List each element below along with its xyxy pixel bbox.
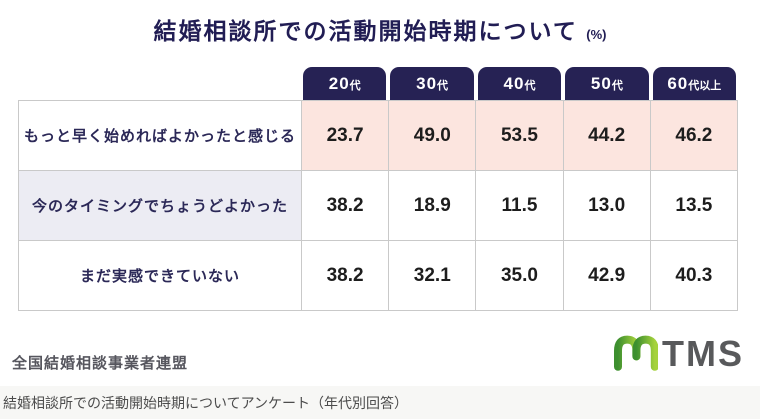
value-cell: 40.3 — [649, 240, 739, 311]
source-caption: 結婚相談所での活動開始時期についてアンケート（年代別回答） — [3, 394, 409, 411]
value-cell: 13.5 — [649, 170, 739, 241]
column-header-20s: 20 代 — [303, 67, 387, 100]
row-label: 今のタイミングでちょうどよかった — [18, 170, 302, 241]
tms-m-icon — [614, 335, 658, 371]
page-title-text: 結婚相談所での活動開始時期について — [153, 18, 578, 44]
value-cell: 53.5 — [475, 100, 564, 171]
tms-logo: TMS — [610, 330, 744, 378]
value-cell: 32.1 — [388, 240, 477, 311]
value-cell: 44.2 — [562, 100, 651, 171]
column-header-40s: 40 代 — [477, 67, 562, 100]
table-row-felt-should-start-earlier: もっと早く始めればよかったと感じる 23.7 49.0 53.5 44.2 46… — [18, 100, 739, 171]
value-cell: 38.2 — [300, 240, 390, 311]
value-cell: 49.0 — [388, 100, 477, 171]
row-label: まだ実感できていない — [18, 240, 302, 311]
survey-table: もっと早く始めればよかったと感じる 23.7 49.0 53.5 44.2 46… — [18, 100, 739, 311]
column-header-50s: 50 代 — [565, 67, 649, 100]
header-spacer — [18, 67, 301, 100]
column-header-suffix: 代 — [611, 80, 623, 92]
value-cell: 35.0 — [475, 240, 564, 311]
value-cell: 46.2 — [649, 100, 739, 171]
caption-band: 結婚相談所での活動開始時期についてアンケート（年代別回答） — [0, 386, 760, 419]
column-header-row: 20 代 30 代 40 代 50 代 60 代以上 — [18, 67, 738, 100]
page-title: 結婚相談所での活動開始時期について (%) — [0, 12, 760, 46]
title-unit: (%) — [586, 27, 607, 42]
table-row-timing-was-right: 今のタイミングでちょうどよかった 38.2 18.9 11.5 13.0 13.… — [18, 170, 739, 241]
column-header-num: 30 — [416, 73, 438, 93]
value-cell: 38.2 — [300, 170, 390, 241]
column-header-num: 40 — [503, 73, 525, 93]
column-header-suffix: 代 — [349, 80, 361, 92]
column-header-suffix: 代以上 — [688, 80, 722, 92]
column-header-num: 50 — [590, 73, 612, 93]
table-row-not-felt-yet: まだ実感できていない 38.2 32.1 35.0 42.9 40.3 — [18, 240, 739, 311]
row-label: もっと早く始めればよかったと感じる — [18, 100, 302, 171]
column-header-num: 60 — [667, 73, 689, 93]
organization-name: 全国結婚相談事業者連盟 — [12, 355, 189, 372]
value-cell: 18.9 — [388, 170, 477, 241]
column-header-30s: 30 代 — [390, 67, 474, 100]
tms-logo-text: TMS — [662, 333, 744, 374]
column-header-60s-plus: 60 代以上 — [652, 67, 736, 100]
value-cell: 42.9 — [562, 240, 651, 311]
column-header-suffix: 代 — [437, 80, 449, 92]
value-cell: 23.7 — [300, 100, 390, 171]
value-cell: 13.0 — [562, 170, 651, 241]
survey-table-area: 20 代 30 代 40 代 50 代 60 代以上 もっと早く始めればよかったと感じる … — [18, 67, 739, 311]
column-header-num: 20 — [328, 73, 350, 93]
value-cell: 11.5 — [475, 170, 564, 241]
column-header-suffix: 代 — [524, 80, 536, 92]
